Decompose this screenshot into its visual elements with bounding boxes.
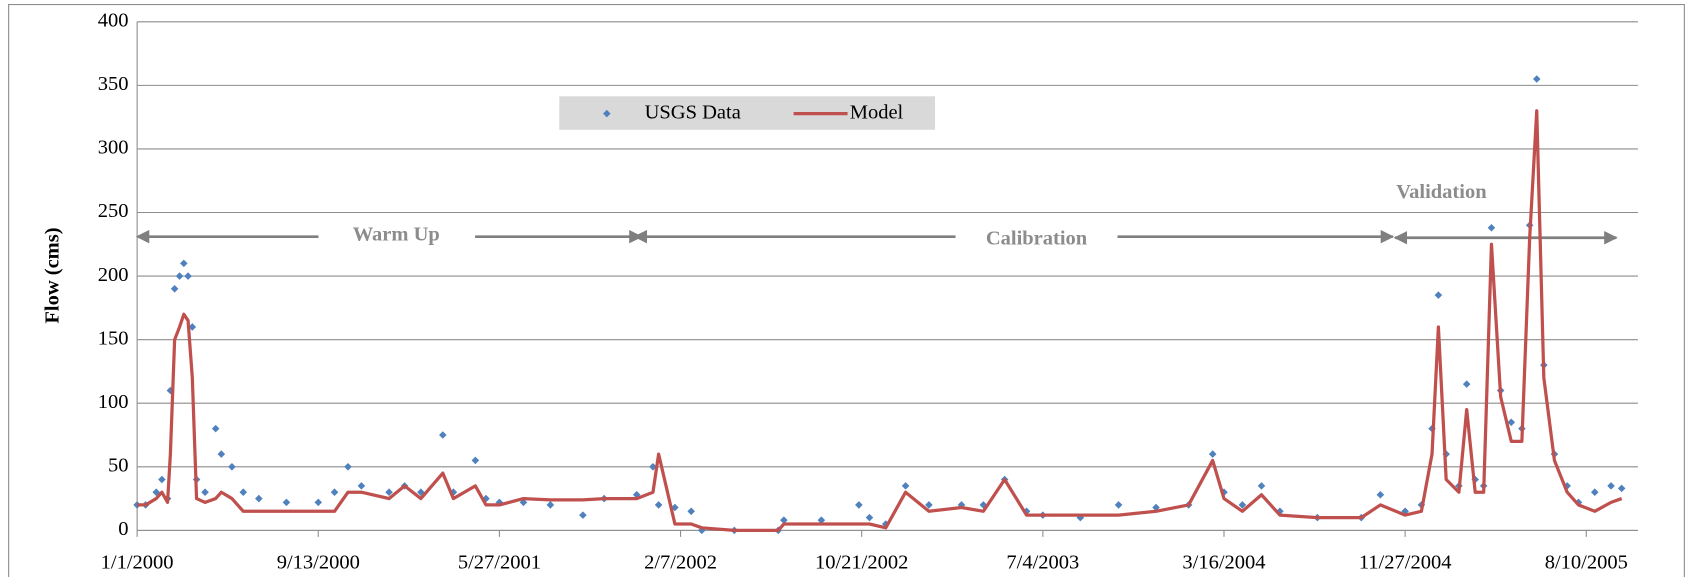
- data-point: [865, 513, 874, 522]
- y-tick-label: 50: [108, 454, 129, 476]
- y-axis-label: Flow (cms): [42, 227, 64, 323]
- data-point: [385, 488, 393, 496]
- x-tick-label: 2/7/2002: [644, 552, 717, 574]
- data-point: [579, 511, 587, 519]
- annotation: Calibration: [986, 228, 1088, 250]
- data-point: [1617, 484, 1626, 493]
- y-tick-label: 300: [98, 137, 129, 159]
- data-point: [201, 488, 209, 496]
- data-point: [217, 450, 226, 458]
- data-point: [471, 456, 480, 465]
- data-point: [158, 475, 166, 484]
- data-point: [901, 482, 910, 490]
- x-tick-label: 7/4/2003: [1006, 552, 1079, 574]
- x-tick-label: 3/16/2004: [1182, 552, 1265, 574]
- legend-label: USGS Data: [645, 101, 741, 123]
- data-point: [255, 494, 263, 503]
- legend-marker: [603, 109, 611, 118]
- data-point: [180, 259, 188, 268]
- data-point: [439, 431, 447, 439]
- data-point: [282, 498, 291, 507]
- data-point: [817, 516, 826, 524]
- data-point: [1376, 490, 1385, 499]
- x-tick-label: 1/1/2000: [101, 552, 174, 574]
- y-tick-label: 100: [98, 391, 129, 413]
- data-point: [1434, 291, 1443, 299]
- annotation: Warm Up: [353, 223, 440, 245]
- data-point: [1507, 418, 1516, 427]
- x-tick-label: 10/21/2002: [815, 552, 908, 574]
- grid: [137, 21, 1638, 531]
- data-point: [780, 516, 788, 524]
- data-point: [687, 507, 695, 516]
- data-point: [1238, 501, 1247, 509]
- data-point: [1114, 501, 1123, 509]
- legend-label: Model: [850, 101, 904, 123]
- data-point: [925, 501, 933, 509]
- data-point: [654, 501, 663, 509]
- data-point: [1462, 380, 1471, 388]
- data-point: [175, 272, 184, 280]
- y-tick-label: 150: [98, 327, 129, 349]
- y-tick-label: 400: [98, 10, 129, 32]
- data-point: [228, 463, 236, 471]
- chart-frame: [8, 3, 1685, 577]
- y-tick-label: 250: [98, 200, 129, 222]
- annotation: Validation: [1396, 181, 1487, 203]
- data-point: [188, 323, 197, 331]
- data-point: [170, 285, 179, 293]
- data-point: [239, 488, 248, 496]
- y-tick-label: 200: [98, 264, 129, 286]
- data-point: [211, 424, 220, 433]
- phase-arrows: Warm Up Calibration Validation: [135, 181, 1618, 250]
- data-point: [1590, 488, 1599, 496]
- y-tick-label: 350: [98, 73, 129, 95]
- x-tick-label: 5/27/2001: [458, 552, 541, 574]
- model-line: [137, 109, 1623, 532]
- data-point: [546, 501, 555, 509]
- x-tick-label: 11/27/2004: [1359, 552, 1452, 574]
- data-point: [314, 498, 323, 507]
- data-point: [1607, 482, 1615, 490]
- data-point: [1257, 482, 1266, 490]
- data-point: [330, 488, 339, 496]
- y-tick-label: 0: [118, 518, 128, 540]
- data-point: [344, 463, 352, 471]
- data-point: [1487, 223, 1496, 232]
- legend-box: [559, 96, 936, 130]
- data-point: [1208, 450, 1217, 458]
- x-tick-label: 9/13/2000: [277, 552, 360, 574]
- data-point: [184, 272, 192, 280]
- x-tick-label: 8/10/2005: [1545, 552, 1628, 574]
- data-point: [1532, 75, 1541, 83]
- data-point: [855, 501, 863, 509]
- data-point: [357, 482, 366, 490]
